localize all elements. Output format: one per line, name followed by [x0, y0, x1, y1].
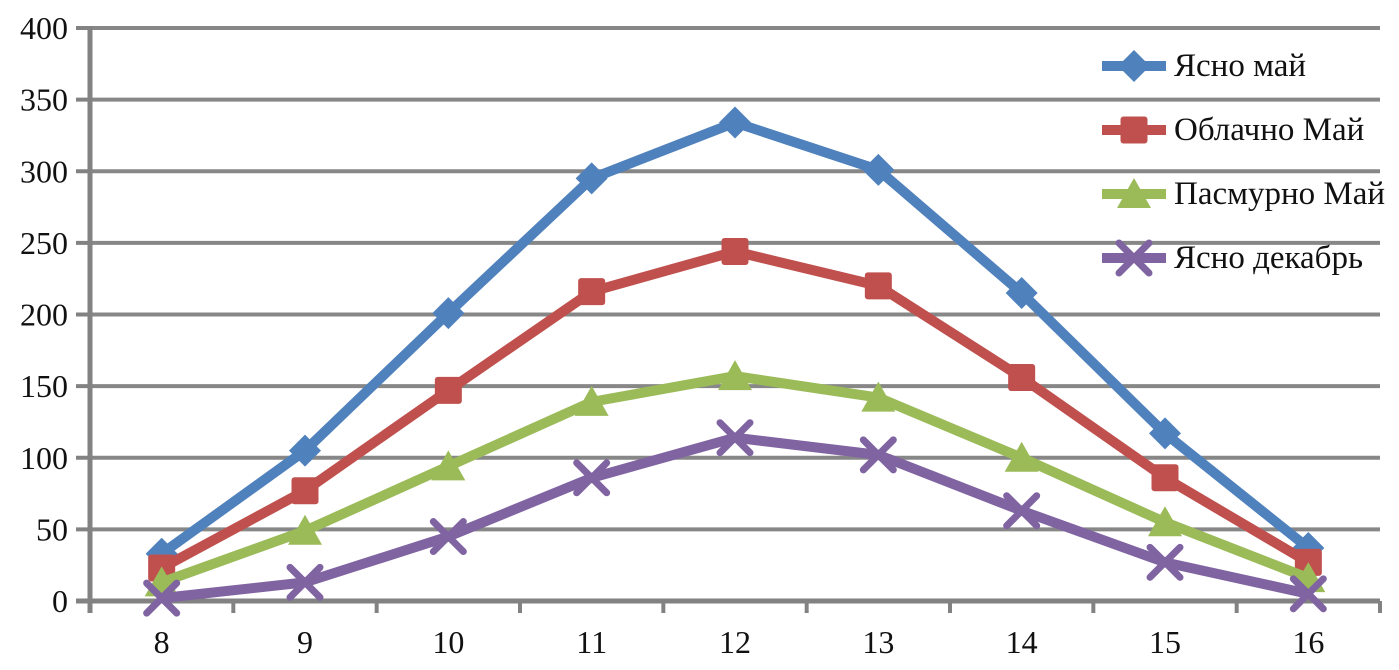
legend-label: Ясно май — [1174, 47, 1307, 84]
x-axis-tick-label: 8 — [154, 624, 170, 660]
legend-label: Пасмурно Май — [1174, 175, 1386, 212]
data-point-marker-x — [143, 579, 181, 617]
data-point-marker-x — [1146, 543, 1184, 581]
data-point-marker-x — [859, 436, 897, 474]
x-axis-tick-label: 14 — [1006, 624, 1038, 660]
x-axis-tick-label: 12 — [719, 624, 751, 660]
x-axis-tick-label: 9 — [297, 624, 313, 660]
data-point-marker-x — [716, 419, 754, 457]
data-point-marker-x — [1003, 492, 1041, 530]
y-axis-tick-label: 150 — [20, 368, 68, 404]
data-point-marker-triangle — [861, 381, 896, 412]
data-point-marker-triangle — [431, 450, 466, 481]
y-axis-tick-label: 250 — [20, 225, 68, 261]
axis-labels: 0 50 100 150 200 250 300 350 400 8 9 10 11 12 13 14 15 16 — [20, 10, 1324, 660]
y-axis-tick-label: 50 — [36, 511, 68, 547]
legend-label: Облачно Май — [1174, 111, 1365, 148]
data-point-marker-diamond — [289, 434, 321, 467]
x-axis-tick-label: 11 — [576, 624, 607, 660]
data-point-marker-diamond — [1118, 50, 1150, 82]
y-axis-tick-label: 350 — [20, 82, 68, 118]
data-point-marker-x — [286, 563, 324, 601]
series-2 — [144, 360, 1326, 597]
data-point-marker-square — [434, 376, 462, 404]
data-point-marker-x — [1289, 575, 1327, 613]
data-point-marker-triangle — [288, 514, 322, 545]
data-point-marker-x — [1115, 239, 1153, 277]
x-axis-tick-label: 16 — [1292, 624, 1324, 660]
legend: Ясно май Облачно Май Пасмурно Май Ясно д… — [1100, 46, 1385, 302]
data-point-marker-x — [429, 518, 467, 556]
legend-marker-triangle-icon — [1102, 178, 1166, 208]
data-point-marker-triangle — [1004, 441, 1039, 472]
data-point-marker-square — [1120, 116, 1148, 144]
axes — [76, 26, 1382, 613]
data-point-marker-square — [578, 278, 606, 306]
data-point-marker-triangle — [574, 385, 609, 416]
data-point-marker-diamond — [432, 297, 465, 330]
data-point-marker-square — [1008, 364, 1036, 392]
legend-marker-diamond-icon — [1102, 50, 1166, 82]
data-point-marker-x — [573, 459, 611, 497]
data-point-marker-square — [721, 237, 749, 265]
data-point-marker-triangle — [1117, 178, 1151, 208]
data-point-marker-diamond — [862, 153, 895, 186]
y-axis-tick-label: 200 — [20, 297, 68, 333]
legend-label: Ясно декабрь — [1174, 239, 1364, 276]
x-axis-tick-label: 13 — [862, 624, 894, 660]
data-point-marker-triangle — [718, 360, 752, 391]
data-point-marker-diamond — [1005, 277, 1038, 310]
legend-item-yasno-may: Ясно май — [1100, 46, 1385, 86]
series-3 — [143, 419, 1327, 617]
legend-marker-x-icon — [1102, 239, 1166, 277]
legend-item-pasmurno-may: Пасмурно Май — [1100, 174, 1385, 214]
legend-item-yasno-dekabr: Ясно декабрь — [1100, 238, 1385, 278]
data-point-marker-square — [1151, 464, 1179, 492]
x-axis-tick-label: 15 — [1149, 624, 1181, 660]
y-axis-tick-label: 0 — [52, 583, 68, 619]
data-point-marker-diamond — [1149, 417, 1181, 450]
data-point-marker-square — [291, 477, 319, 505]
y-axis-tick-label: 300 — [20, 153, 68, 189]
data-point-marker-triangle — [1148, 506, 1182, 537]
data-point-marker-square — [864, 272, 892, 300]
data-point-marker-diamond — [575, 162, 608, 195]
legend-item-oblachno-may: Облачно Май — [1100, 110, 1385, 150]
x-axis-tick-label: 10 — [432, 624, 464, 660]
y-axis-tick-label: 400 — [20, 10, 68, 46]
y-axis-tick-label: 100 — [20, 440, 68, 476]
legend-marker-square-icon — [1102, 116, 1166, 144]
series-1 — [148, 237, 1322, 582]
data-point-marker-diamond — [719, 106, 751, 139]
